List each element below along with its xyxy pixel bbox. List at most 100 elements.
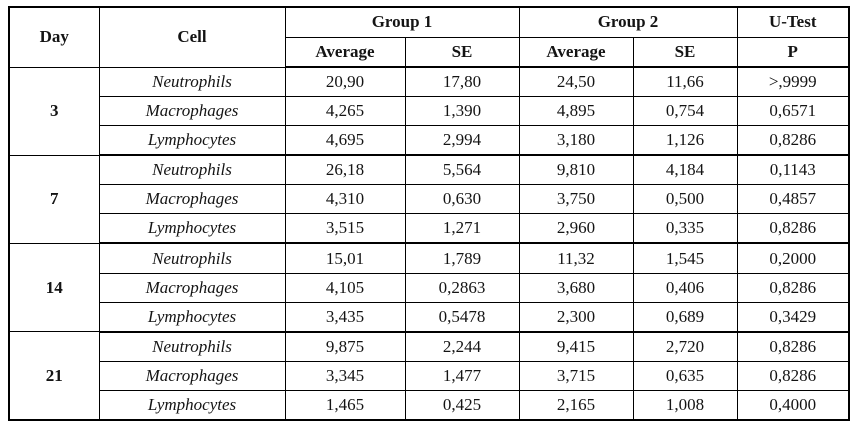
table-row: Macrophages 4,310 0,630 3,750 0,500 0,48… xyxy=(9,184,850,215)
cell-name: Lymphocytes xyxy=(98,301,286,333)
g1-average-value: 4,105 xyxy=(284,272,406,303)
g2-se-value: 11,66 xyxy=(632,66,738,98)
cell-name: Neutrophils xyxy=(98,242,286,274)
col-header-p: P xyxy=(736,36,850,68)
g1-se-value: 0,630 xyxy=(404,184,520,215)
g2-average-value: 2,960 xyxy=(518,213,634,245)
table-row: Lymphocytes 4,695 2,994 3,180 1,126 0,82… xyxy=(9,125,850,157)
g1-se-value: 5,564 xyxy=(404,154,520,186)
g1-average-value: 26,18 xyxy=(284,154,406,186)
p-value: 0,8286 xyxy=(736,213,850,245)
col-header-cell: Cell xyxy=(98,6,286,68)
col-header-day: Day xyxy=(8,6,100,68)
g2-average-value: 2,300 xyxy=(518,301,634,333)
p-value: 0,8286 xyxy=(736,125,850,157)
col-header-utest: U-Test xyxy=(736,6,850,38)
g1-se-value: 0,5478 xyxy=(404,301,520,333)
header-row-top: Day Cell Group 1 Group 2 U-Test xyxy=(8,6,850,68)
g2-average-value: 3,715 xyxy=(518,360,634,391)
table-row: 3 Neutrophils 20,90 17,80 24,50 11,66 >,… xyxy=(8,66,850,156)
g2-average-value: 11,32 xyxy=(518,242,634,274)
g1-se-value: 1,390 xyxy=(404,96,520,127)
p-value: 0,4857 xyxy=(736,184,850,215)
col-header-g1-se: SE xyxy=(404,36,520,68)
g2-se-value: 0,689 xyxy=(632,301,738,333)
table-row: Macrophages 3,345 1,477 3,715 0,635 0,82… xyxy=(9,360,850,391)
g1-average-value: 4,695 xyxy=(284,125,406,157)
table-row: Lymphocytes 3,515 1,271 2,960 0,335 0,82… xyxy=(9,213,850,245)
table-body: 3 Neutrophils 20,90 17,80 24,50 11,66 >,… xyxy=(8,66,850,421)
g2-average-value: 24,50 xyxy=(518,66,634,98)
cell-name: Macrophages xyxy=(98,360,286,391)
cell-name: Neutrophils xyxy=(98,331,286,362)
day-cell: 3 xyxy=(8,66,100,156)
g1-se-value: 0,425 xyxy=(404,389,520,421)
cell-name: Macrophages xyxy=(98,96,286,127)
g1-average-value: 9,875 xyxy=(284,331,406,362)
cell-name: Neutrophils xyxy=(98,154,286,186)
g1-average-value: 3,515 xyxy=(284,213,406,245)
col-header-g2-se: SE xyxy=(632,36,738,68)
g2-se-value: 1,545 xyxy=(632,242,738,274)
g2-average-value: 2,165 xyxy=(518,389,634,421)
col-header-g2-average: Average xyxy=(518,36,634,68)
p-value: 0,2000 xyxy=(736,242,850,274)
cell-name: Neutrophils xyxy=(98,66,286,98)
table-row: Lymphocytes 1,465 0,425 2,165 1,008 0,40… xyxy=(9,389,850,421)
col-header-group2: Group 2 xyxy=(518,6,738,38)
g2-se-value: 2,720 xyxy=(632,331,738,362)
header-row-sub: Average SE Average SE P xyxy=(9,36,850,68)
cell-name: Macrophages xyxy=(98,184,286,215)
g1-se-value: 0,2863 xyxy=(404,272,520,303)
g2-average-value: 3,180 xyxy=(518,125,634,157)
p-value: 0,8286 xyxy=(736,331,850,362)
col-header-group1: Group 1 xyxy=(284,6,520,38)
cell-name: Lymphocytes xyxy=(98,125,286,157)
g1-se-value: 1,271 xyxy=(404,213,520,245)
g1-average-value: 4,265 xyxy=(284,96,406,127)
g2-se-value: 0,635 xyxy=(632,360,738,391)
table-row: Lymphocytes 3,435 0,5478 2,300 0,689 0,3… xyxy=(9,301,850,333)
g2-average-value: 9,810 xyxy=(518,154,634,186)
g1-average-value: 1,465 xyxy=(284,389,406,421)
day-cell: 7 xyxy=(8,154,100,244)
g1-se-value: 1,477 xyxy=(404,360,520,391)
cell-name: Lymphocytes xyxy=(98,389,286,421)
p-value: 0,4000 xyxy=(736,389,850,421)
g1-se-value: 2,994 xyxy=(404,125,520,157)
g2-average-value: 3,750 xyxy=(518,184,634,215)
table-row: 7 Neutrophils 26,18 5,564 9,810 4,184 0,… xyxy=(8,154,850,244)
g1-se-value: 2,244 xyxy=(404,331,520,362)
day-cell: 14 xyxy=(8,242,100,333)
table-row: 21 Neutrophils 9,875 2,244 9,415 2,720 0… xyxy=(8,331,850,421)
p-value: 0,6571 xyxy=(736,96,850,127)
table-header: Day Cell Group 1 Group 2 U-Test Average … xyxy=(8,6,850,68)
g2-se-value: 0,500 xyxy=(632,184,738,215)
g2-se-value: 1,126 xyxy=(632,125,738,157)
g2-average-value: 9,415 xyxy=(518,331,634,362)
g2-se-value: 0,406 xyxy=(632,272,738,303)
g2-se-value: 4,184 xyxy=(632,154,738,186)
table-row: Macrophages 4,265 1,390 4,895 0,754 0,65… xyxy=(9,96,850,127)
g1-average-value: 3,435 xyxy=(284,301,406,333)
g1-average-value: 3,345 xyxy=(284,360,406,391)
day-cell: 21 xyxy=(8,331,100,421)
p-value: 0,8286 xyxy=(736,272,850,303)
table-row: 14 Neutrophils 15,01 1,789 11,32 1,545 0… xyxy=(8,242,850,333)
g1-average-value: 4,310 xyxy=(284,184,406,215)
table-row: Macrophages 4,105 0,2863 3,680 0,406 0,8… xyxy=(9,272,850,303)
g1-average-value: 20,90 xyxy=(284,66,406,98)
g1-average-value: 15,01 xyxy=(284,242,406,274)
g1-se-value: 1,789 xyxy=(404,242,520,274)
cell-name: Lymphocytes xyxy=(98,213,286,245)
p-value: 0,1143 xyxy=(736,154,850,186)
g2-se-value: 0,754 xyxy=(632,96,738,127)
p-value: 0,3429 xyxy=(736,301,850,333)
cell-name: Macrophages xyxy=(98,272,286,303)
g2-average-value: 3,680 xyxy=(518,272,634,303)
col-header-g1-average: Average xyxy=(284,36,406,68)
g2-se-value: 0,335 xyxy=(632,213,738,245)
g2-se-value: 1,008 xyxy=(632,389,738,421)
g1-se-value: 17,80 xyxy=(404,66,520,98)
